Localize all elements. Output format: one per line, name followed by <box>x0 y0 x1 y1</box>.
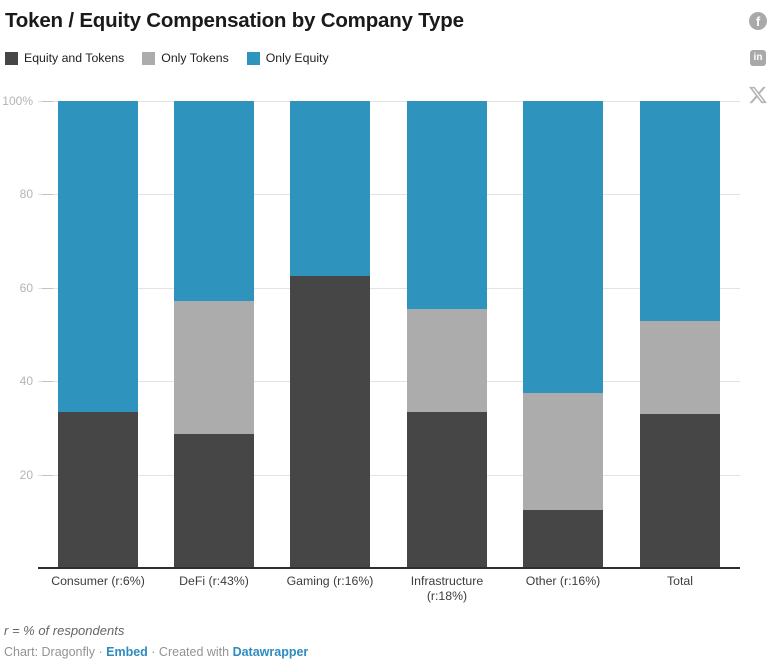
share-icons: f in <box>749 12 767 104</box>
bar-segment <box>640 321 720 414</box>
x-axis-label: Infrastructure (r:18%) <box>410 574 484 603</box>
y-axis-tick-label: 80 <box>19 187 33 201</box>
bar-segment <box>290 276 370 568</box>
credit-line: Chart: Dragonfly · Embed · Created with … <box>4 645 308 659</box>
gridline <box>38 288 740 289</box>
legend-label: Only Equity <box>265 51 329 65</box>
legend-item: Only Equity <box>246 51 329 65</box>
bar-segment <box>58 101 138 413</box>
y-tick-mark <box>42 101 53 102</box>
credit-prefix: Chart: Dragonfly · <box>4 645 107 659</box>
facebook-share-icon[interactable]: f <box>749 12 767 30</box>
x-twitter-share-icon[interactable] <box>749 86 767 104</box>
y-axis-tick-label: 100% <box>2 94 33 108</box>
gridline <box>38 475 740 476</box>
footnote: r = % of respondents <box>4 623 125 638</box>
bar-segment <box>640 413 720 568</box>
bar-segment <box>523 101 603 393</box>
linkedin-share-icon[interactable]: in <box>750 50 766 66</box>
y-tick-mark <box>42 475 53 476</box>
x-axis-line <box>38 567 740 569</box>
y-axis-tick-label: 20 <box>19 468 33 482</box>
x-axis-label: Total <box>667 574 693 588</box>
x-axis-label: DeFi (r:43%) <box>179 574 249 588</box>
bar-segment <box>523 509 603 568</box>
bar-segment <box>174 101 254 301</box>
bar-segment <box>174 434 254 568</box>
legend-item: Only Tokens <box>142 51 229 65</box>
legend-swatch <box>5 51 18 65</box>
x-axis-label: Gaming (r:16%) <box>286 574 374 588</box>
bar-segment <box>58 412 138 568</box>
y-axis-tick-label: 60 <box>19 281 33 295</box>
legend-label: Only Tokens <box>161 51 229 65</box>
bar-segment <box>640 101 720 322</box>
bar-segment <box>523 392 603 510</box>
legend-item: Equity and Tokens <box>5 51 124 65</box>
embed-link[interactable]: Embed <box>106 645 148 659</box>
bar-segment <box>407 412 487 568</box>
chart-legend: Equity and Tokens Only Tokens Only Equity <box>5 51 329 65</box>
legend-swatch <box>142 51 156 65</box>
gridline <box>38 101 740 102</box>
legend-swatch <box>246 51 260 65</box>
bar-segment <box>290 101 370 277</box>
gridline <box>38 381 740 382</box>
bar-segment <box>407 101 487 309</box>
chart-title: Token / Equity Compensation by Company T… <box>5 9 464 32</box>
plot-area: 100% 80 60 40 20 Consumer (r:6%) DeFi (r:43%) G… <box>2 95 740 603</box>
y-tick-mark <box>42 288 53 289</box>
y-tick-mark <box>42 194 53 195</box>
legend-label: Equity and Tokens <box>24 51 125 65</box>
y-tick-mark <box>42 381 53 382</box>
credit-middle: · Created with <box>147 645 233 659</box>
x-axis-label: Other (r:16%) <box>525 574 601 588</box>
gridline <box>38 194 740 195</box>
bar-segment <box>174 300 254 435</box>
bar-segment <box>407 308 487 413</box>
x-axis-label: Consumer (r:6%) <box>51 574 145 588</box>
y-axis-tick-label: 40 <box>19 374 33 388</box>
datawrapper-link[interactable]: Datawrapper <box>232 645 309 659</box>
